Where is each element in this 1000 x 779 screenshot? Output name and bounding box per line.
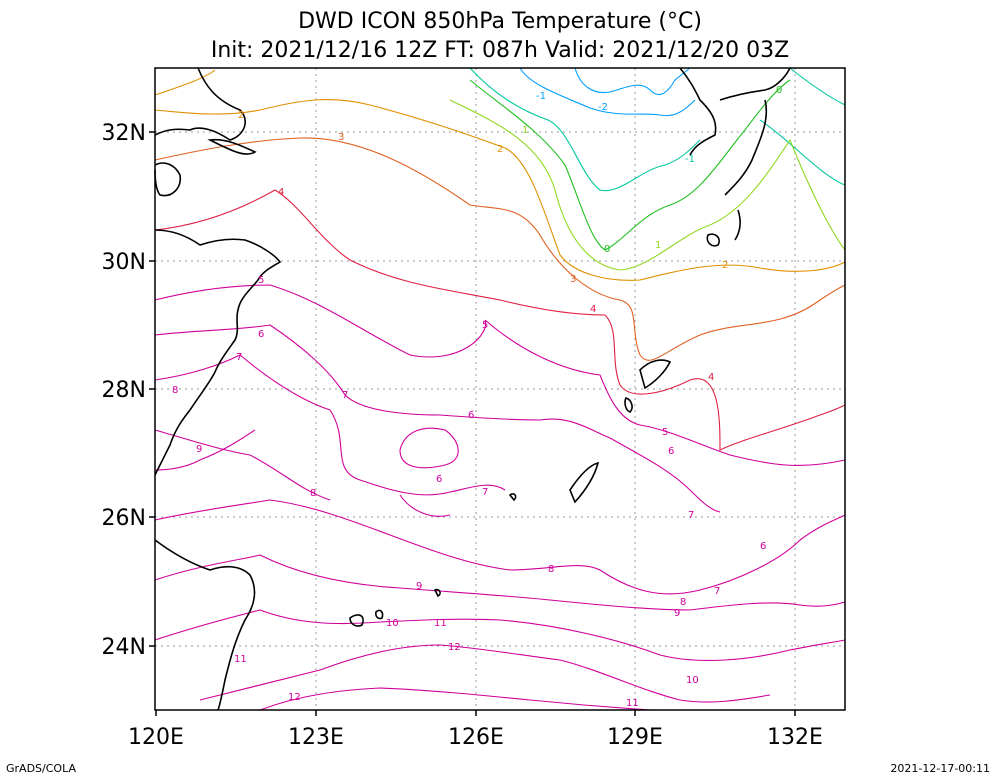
contour-label: 10 — [386, 618, 399, 629]
contour-label: 6 — [760, 541, 766, 552]
contour-label: 8 — [172, 385, 178, 396]
contour-label: 10 — [686, 675, 699, 686]
contour-label: 2 — [497, 144, 503, 155]
contour-label: 8 — [680, 597, 686, 608]
contour-label: 7 — [688, 510, 694, 521]
y-tick-label: 30N — [102, 250, 146, 275]
contour-label: 6 — [436, 474, 442, 485]
temperature-contours — [154, 67, 846, 711]
contour-label: 6 — [468, 410, 474, 421]
contour-label: 5 — [662, 427, 668, 438]
footer-credit: GrADS/COLA — [6, 762, 76, 775]
contour-label: 5 — [258, 275, 264, 286]
contour-label: 1 — [522, 125, 528, 136]
contour-label: 3 — [338, 132, 344, 143]
contour-label: 1 — [655, 240, 661, 251]
contour-label: 11 — [234, 654, 247, 665]
chart-title: DWD ICON 850hPa Temperature (°C) — [298, 9, 702, 34]
contour-label: 2 — [238, 110, 244, 121]
chart-subtitle: Init: 2021/12/16 12Z FT: 087h Valid: 202… — [210, 38, 790, 63]
x-tick-label: 126E — [448, 725, 504, 750]
contour-label: -2 — [598, 102, 608, 113]
contour-label: 8 — [310, 488, 316, 499]
gridlines — [155, 68, 845, 710]
axis-ticks — [149, 131, 796, 716]
contour-label-group: -2 -1 -1 0 0 1 1 2 2 2 3 3 4 4 4 5 5 5 6… — [172, 85, 782, 709]
y-tick-label: 24N — [102, 635, 146, 660]
contour-label: 7 — [342, 390, 348, 401]
contour-label: 9 — [416, 581, 422, 592]
y-tick-label: 32N — [102, 121, 146, 146]
contour-label: 2 — [722, 260, 728, 271]
contour-label: 4 — [278, 187, 284, 198]
axis-labels: 120E 123E 126E 129E 132E 32N 30N 28N 26N… — [102, 121, 823, 750]
contour-label: 3 — [570, 274, 576, 285]
x-tick-label: 132E — [767, 725, 823, 750]
contour-label: 7 — [482, 487, 488, 498]
x-tick-label: 120E — [128, 725, 184, 750]
contour-label: 0 — [604, 244, 610, 255]
contour-label: 12 — [288, 692, 301, 703]
footer-timestamp: 2021-12-17-00:11 — [890, 762, 990, 775]
contour-label: -1 — [685, 154, 695, 165]
coastlines — [154, 67, 791, 711]
x-tick-label: 123E — [288, 725, 344, 750]
contour-label: 0 — [776, 85, 782, 96]
contour-label: 11 — [626, 698, 639, 709]
contour-label: 12 — [448, 642, 461, 653]
y-tick-label: 26N — [102, 506, 146, 531]
contour-label: 6 — [668, 446, 674, 457]
contour-label: 11 — [434, 618, 447, 629]
contour-label: 7 — [236, 352, 242, 363]
contour-label: 5 — [482, 320, 488, 331]
contour-label: 9 — [674, 608, 680, 619]
x-tick-label: 129E — [607, 725, 663, 750]
contour-label: 6 — [258, 329, 264, 340]
contour-label: 4 — [590, 304, 596, 315]
contour-label: 9 — [196, 444, 202, 455]
contour-label: -1 — [536, 91, 546, 102]
contour-label: 7 — [714, 586, 720, 597]
contour-label: 8 — [548, 564, 554, 575]
y-tick-label: 28N — [102, 378, 146, 403]
contour-label: 4 — [708, 372, 714, 383]
